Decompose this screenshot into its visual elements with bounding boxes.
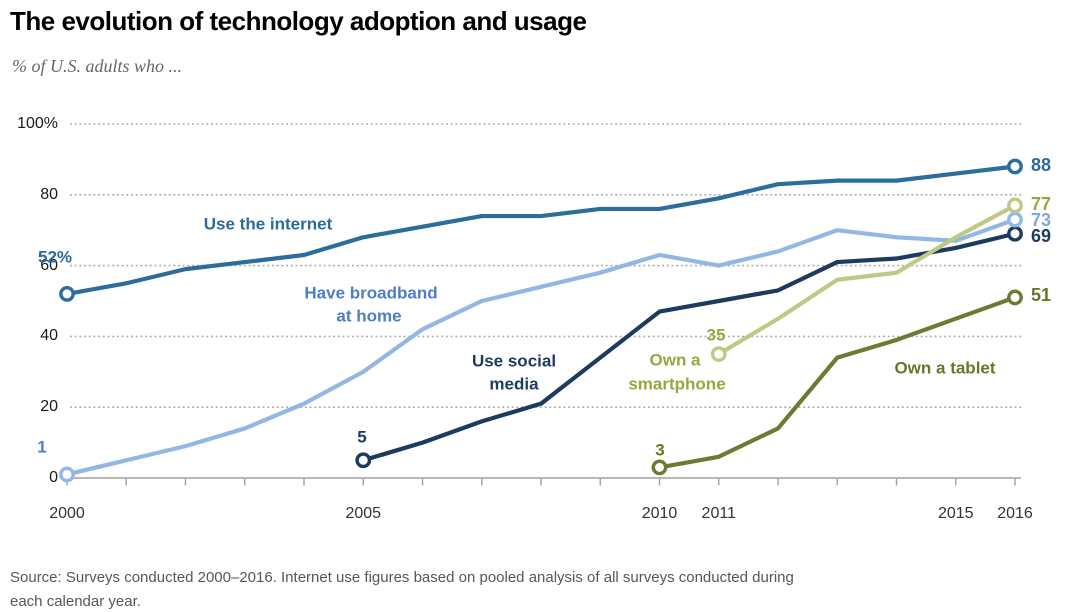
source-note: Source: Surveys conducted 2000–2016. Int…	[10, 566, 794, 612]
chart-subtitle: % of U.S. adults who ...	[12, 56, 183, 76]
series-line-use-the-internet	[64, 164, 1018, 297]
series-marker-start-have-broadband-at-home	[59, 466, 75, 483]
series-line-have-broadband-at-home	[64, 217, 1018, 477]
series-marker-start-own-a-tablet	[651, 459, 668, 476]
series-line-use-social-media	[361, 231, 1018, 463]
series-marker-end-own-a-smartphone	[1007, 197, 1023, 214]
series-line-own-a-tablet	[657, 295, 1018, 470]
series-marker-end-use-social-media	[1007, 225, 1023, 242]
series-marker-start-use-social-media	[355, 452, 372, 469]
page-title: The evolution of technology adoption and…	[10, 6, 587, 36]
series-marker-end-own-a-tablet	[1007, 289, 1023, 306]
series-line-own-a-smartphone	[716, 203, 1018, 357]
series-marker-start-use-the-internet	[59, 286, 75, 302]
source-note-line2: each calendar year.	[10, 593, 141, 610]
series-marker-end-have-broadband-at-home	[1007, 211, 1023, 228]
series-marker-start-own-a-smartphone	[710, 346, 727, 362]
source-note-line1: Source: Surveys conducted 2000–2016. Int…	[10, 569, 794, 586]
series-marker-end-use-the-internet	[1007, 158, 1023, 175]
